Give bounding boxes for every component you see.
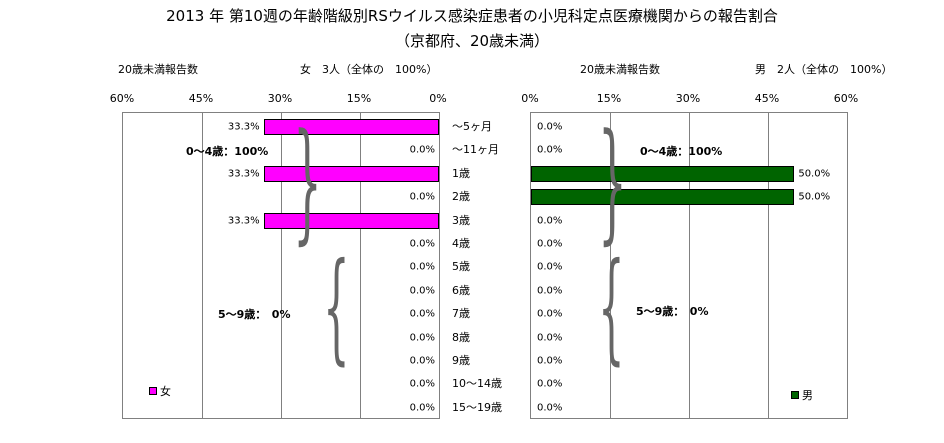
left-bar <box>263 212 439 229</box>
left-gridline <box>281 113 282 418</box>
female-plot-area: 女 33.3% 0.0% 33.3% 0.0% 33.3% 0.0% 0.0% 0.0% 0.0… <box>122 112 440 419</box>
male-legend: 男 <box>791 387 813 403</box>
female-group-label-0-4: 0～4歳：100% <box>186 145 269 158</box>
right-tick-label: 60% <box>833 92 859 105</box>
right-gridline <box>689 113 690 418</box>
right-data-label: 50.0% <box>798 191 831 203</box>
category-label: 3歳 <box>452 213 470 227</box>
left-data-label: 33.3% <box>227 215 260 227</box>
right-tick-label: 45% <box>754 92 780 105</box>
left-tick-label: 60% <box>109 92 135 105</box>
left-tick-label: 45% <box>188 92 214 105</box>
female-legend-label: 女 <box>160 385 171 398</box>
female-group-label-5-9: 5～9歳： 0% <box>218 308 291 321</box>
female-legend-swatch <box>149 387 157 395</box>
right-tick-label: 15% <box>596 92 622 105</box>
category-label: 10～14歳 <box>452 377 502 391</box>
left-data-label: 0.0% <box>409 308 435 320</box>
category-label: 15～19歳 <box>452 400 502 414</box>
right-data-label: 0.0% <box>537 402 563 414</box>
left-data-label: 0.0% <box>409 191 435 203</box>
left-data-label: 0.0% <box>409 261 435 273</box>
left-bar <box>263 119 439 135</box>
male-legend-swatch <box>791 391 799 399</box>
left-data-label: 33.3% <box>227 168 260 180</box>
left-report-label: 20歳未満報告数 <box>118 63 198 76</box>
right-tick-label: 0% <box>521 92 539 105</box>
right-report-count: 男 2人（全体の 100%） <box>755 63 893 76</box>
right-data-label: 0.0% <box>537 378 563 390</box>
category-label: 8歳 <box>452 330 470 344</box>
left-data-label: 0.0% <box>409 378 435 390</box>
right-data-label: 0.0% <box>537 308 563 320</box>
category-label: 1歳 <box>452 166 470 180</box>
left-tick-label: 15% <box>346 92 372 105</box>
category-label: 6歳 <box>452 283 470 297</box>
male-group-brace-5-9: { <box>598 238 625 377</box>
right-data-label: 0.0% <box>537 238 563 250</box>
category-label: ～5ヶ月 <box>452 120 492 133</box>
right-bar <box>531 165 795 182</box>
female-legend: 女 <box>149 383 171 399</box>
right-gridline <box>768 113 769 418</box>
right-data-label: 0.0% <box>537 261 563 273</box>
male-plot-area: 男 0.0% 0.0% 50.0% 50.0% 0.0% 0.0% 0.0% 0.0% 0.0%… <box>530 112 848 419</box>
right-report-label: 20歳未満報告数 <box>580 63 660 76</box>
right-gridline <box>610 113 611 418</box>
right-tick-label: 30% <box>675 92 701 105</box>
male-group-label-0-4: 0～4歳：100% <box>640 145 723 158</box>
right-data-label: 0.0% <box>537 121 563 133</box>
left-gridline <box>360 113 361 418</box>
left-gridline <box>202 113 203 418</box>
right-data-label: 0.0% <box>537 144 563 156</box>
category-label: 7歳 <box>452 307 470 321</box>
category-label: 2歳 <box>452 190 470 204</box>
right-data-label: 0.0% <box>537 215 563 227</box>
left-data-label: 0.0% <box>409 285 435 297</box>
left-data-label: 0.0% <box>409 332 435 344</box>
right-data-label: 0.0% <box>537 332 563 344</box>
category-label: 5歳 <box>452 260 470 274</box>
category-label: 9歳 <box>452 354 470 367</box>
right-data-label: 50.0% <box>798 168 831 180</box>
left-report-count: 女 3人（全体の 100%） <box>300 63 438 76</box>
left-data-label: 0.0% <box>409 355 435 367</box>
male-group-label-5-9: 5～9歳： 0% <box>636 305 709 318</box>
right-data-label: 0.0% <box>537 355 563 367</box>
male-legend-label: 男 <box>802 389 813 402</box>
left-data-label: 0.0% <box>409 238 435 250</box>
female-group-brace-0-4: } <box>293 105 322 257</box>
chart-subtitle: （京都府、20歳未満） <box>394 32 550 50</box>
right-bar <box>531 189 795 206</box>
chart-title: 2013 年 第10週の年齢階級別RSウイルス感染症患者の小児科定点医療機関から… <box>166 7 778 25</box>
left-data-label: 0.0% <box>409 402 435 414</box>
left-bar <box>263 165 439 182</box>
left-data-label: 0.0% <box>409 144 435 156</box>
female-group-brace-5-9: { <box>323 238 350 377</box>
category-label: 4歳 <box>452 237 470 250</box>
category-label: ～11ヶ月 <box>452 143 499 157</box>
left-data-label: 33.3% <box>227 121 260 133</box>
right-data-label: 0.0% <box>537 285 563 297</box>
left-tick-label: 0% <box>429 92 447 105</box>
left-tick-label: 30% <box>267 92 293 105</box>
male-group-brace-0-4: } <box>598 105 627 257</box>
